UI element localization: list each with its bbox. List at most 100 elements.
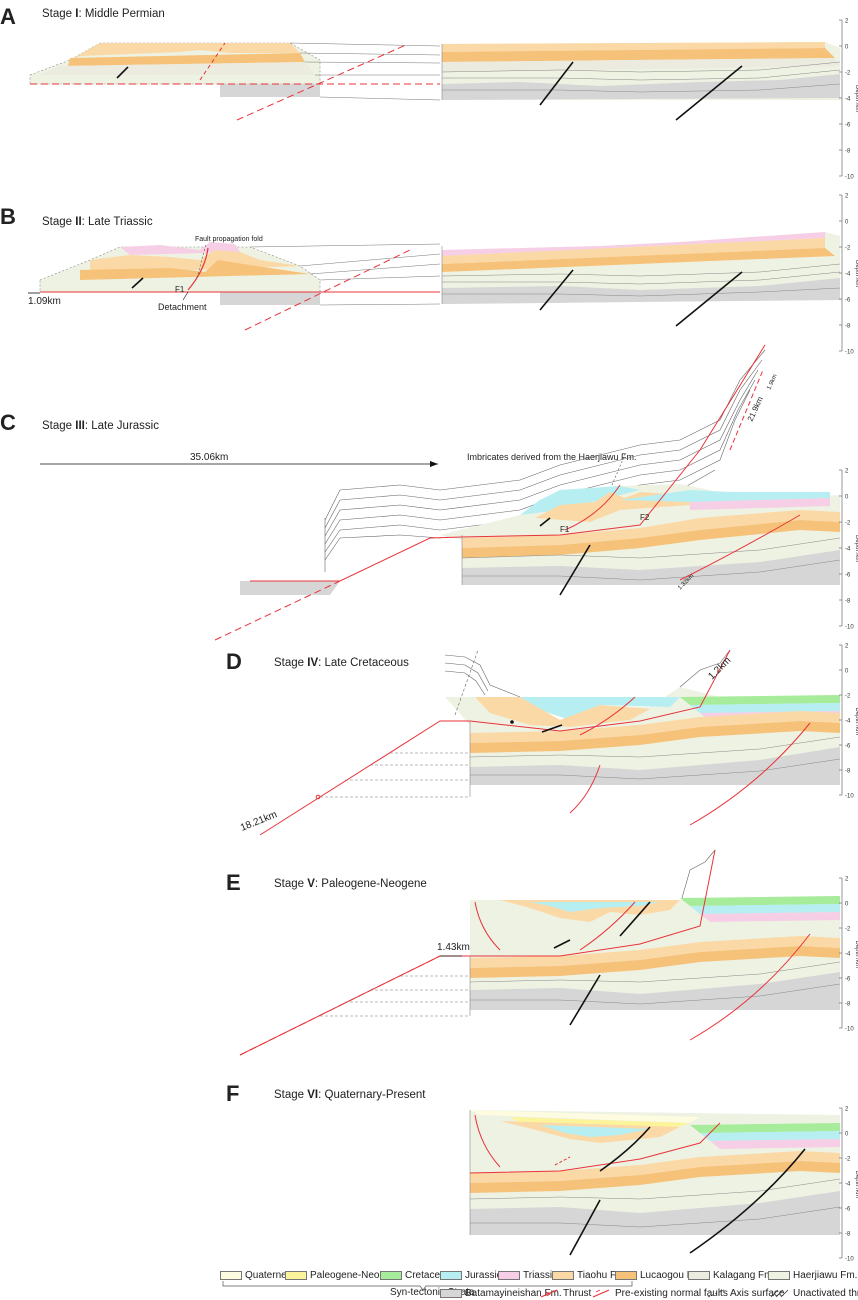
depth-tick-label: -6 bbox=[845, 1207, 851, 1213]
axis-surface-icon bbox=[707, 1289, 725, 1298]
cross-section-d: 1.2km 18.21km bbox=[239, 649, 841, 836]
depth-tick-label: -10 bbox=[845, 350, 854, 356]
depth-axis: 2 0 -2 -4 -6 -8 -10 Depth /km bbox=[839, 19, 858, 181]
legend-swatch bbox=[380, 1271, 402, 1280]
depth-tick-label: -2 bbox=[845, 1157, 851, 1163]
depth-tick-label: -8 bbox=[845, 769, 851, 775]
depth-tick-label: 2 bbox=[845, 19, 849, 25]
legend-swatch bbox=[552, 1271, 574, 1280]
depth-axis: 2 0 -2 -4 -6 -8 -10 Depth /km bbox=[839, 194, 858, 356]
depth-tick-label: -4 bbox=[845, 719, 851, 725]
panel-letter: E bbox=[226, 870, 241, 895]
normal-fault-icon bbox=[592, 1289, 610, 1298]
legend-item: Haerjiawu Fm. bbox=[768, 1270, 857, 1281]
panel-letter: F bbox=[226, 1081, 240, 1106]
depth-tick-label: -2 bbox=[845, 927, 851, 933]
panel-letter: D bbox=[226, 649, 242, 674]
svg-text:Fault propagation fold: Fault propagation fold bbox=[195, 236, 263, 243]
depth-tick-label: -2 bbox=[845, 71, 851, 77]
depth-tick-label: -4 bbox=[845, 97, 851, 103]
legend-item: Axis surface bbox=[705, 1288, 784, 1299]
depth-axis: 2 0 -2 -4 -6 -8 -10 Depth /km bbox=[839, 469, 858, 631]
depth-tick-label: 0 bbox=[845, 669, 849, 675]
depth-tick-label: -4 bbox=[845, 952, 851, 958]
depth-tick-label: 2 bbox=[845, 1107, 849, 1113]
depth-axis: 2 0 -2 -4 -6 -8 -10 Depth /km bbox=[839, 1107, 858, 1263]
stage-title: Stage VI: Quaternary-Present bbox=[274, 1089, 426, 1101]
legend-item: Pre-existing normal faults bbox=[590, 1288, 728, 1299]
depth-tick-label: -2 bbox=[845, 521, 851, 527]
syn-tectonic-label: Syn-tectonic Strata bbox=[390, 1287, 475, 1298]
svg-text:35.06km: 35.06km bbox=[190, 452, 228, 463]
depth-axis-title: Depth /km bbox=[854, 535, 858, 562]
depth-tick-label: 0 bbox=[845, 902, 849, 908]
stage-title: Stage II: Late Triassic bbox=[42, 216, 153, 228]
depth-tick-label: -10 bbox=[845, 175, 854, 181]
depth-tick-label: -10 bbox=[845, 1027, 854, 1033]
depth-tick-label: -6 bbox=[845, 977, 851, 983]
depth-tick-label: -2 bbox=[845, 694, 851, 700]
svg-text:1.43km: 1.43km bbox=[437, 942, 470, 953]
legend-item: Kalagang Fm. bbox=[688, 1270, 775, 1281]
legend-swatch bbox=[615, 1271, 637, 1280]
legend-swatch bbox=[768, 1271, 790, 1280]
thrust-icon bbox=[540, 1289, 558, 1298]
depth-tick-label: 0 bbox=[845, 1132, 849, 1138]
panel-a: A Stage I: Middle Permian bbox=[0, 0, 858, 160]
depth-axis: 2 0 -2 -4 -6 -8 -10 Depth /km bbox=[839, 644, 858, 800]
panel-d: D Stage IV: Late Cretaceous bbox=[0, 625, 858, 840]
panel-c: C Stage III: Late Jurassic 35.06km Imbri… bbox=[0, 340, 858, 641]
depth-tick-label: -10 bbox=[845, 1257, 854, 1263]
depth-tick-label: 0 bbox=[845, 495, 849, 501]
legend-item: Paleogene-Neogene bbox=[285, 1270, 402, 1281]
cross-section-e: 1.43km bbox=[239, 849, 841, 1056]
depth-tick-label: -4 bbox=[845, 272, 851, 278]
depth-axis-title: Depth /km bbox=[854, 1171, 858, 1198]
legend-swatch bbox=[220, 1271, 242, 1280]
legend-swatch bbox=[498, 1271, 520, 1280]
cross-section-b: Fault propagation fold F1 1.09km Detachm… bbox=[28, 232, 841, 331]
depth-tick-label: 0 bbox=[845, 220, 849, 226]
depth-tick-label: -8 bbox=[845, 599, 851, 605]
cross-section-a bbox=[29, 42, 841, 121]
depth-tick-label: -10 bbox=[845, 625, 854, 631]
panel-b: B Stage II: Late Triassic Fault propagat… bbox=[0, 200, 858, 340]
legend-item: Lucaogou Fm. bbox=[615, 1270, 704, 1281]
svg-text:1.09km: 1.09km bbox=[28, 296, 61, 307]
legend-swatch bbox=[440, 1289, 462, 1298]
legend-item: Jurassic bbox=[440, 1270, 502, 1281]
svg-text:F2: F2 bbox=[640, 513, 650, 522]
panel-letter: B bbox=[0, 204, 16, 229]
panel-f: F Stage VI: Quaternary-Present bbox=[0, 1075, 858, 1265]
depth-tick-label: -2 bbox=[845, 246, 851, 252]
legend-item: Triassic bbox=[498, 1270, 557, 1281]
legend-item: Tiaohu Fm. bbox=[552, 1270, 627, 1281]
legend-item: Unactivated thrust/fault bbox=[768, 1288, 858, 1299]
depth-tick-label: -8 bbox=[845, 149, 851, 155]
depth-axis-title: Depth /km bbox=[854, 260, 858, 287]
unactivated-fault-icon bbox=[770, 1289, 789, 1298]
depth-tick-label: -6 bbox=[845, 573, 851, 579]
depth-axis-title: Depth /km bbox=[854, 941, 858, 968]
syn-tectonic-brace bbox=[222, 1281, 633, 1291]
depth-tick-label: 0 bbox=[845, 45, 849, 51]
depth-tick-label: 2 bbox=[845, 469, 849, 475]
depth-tick-label: -6 bbox=[845, 123, 851, 129]
stage-title: Stage III: Late Jurassic bbox=[42, 420, 159, 432]
legend-item: Cretaceous bbox=[380, 1270, 456, 1281]
svg-text:Detachment: Detachment bbox=[158, 302, 207, 312]
svg-text:F1: F1 bbox=[175, 285, 185, 294]
legend-item: Batamayineishan Fm. bbox=[440, 1288, 562, 1299]
depth-tick-label: -4 bbox=[845, 547, 851, 553]
legend-swatch bbox=[688, 1271, 710, 1280]
cross-section-f bbox=[469, 1110, 841, 1256]
depth-axis-title: Depth /km bbox=[854, 708, 858, 735]
depth-axis-title: Depth /km bbox=[854, 85, 858, 112]
stage-title: Stage V: Paleogene-Neogene bbox=[274, 878, 427, 890]
panel-letter: C bbox=[0, 410, 16, 435]
legend-item: Quaternery bbox=[220, 1270, 295, 1281]
depth-tick-label: 2 bbox=[845, 877, 849, 883]
depth-tick-label: -8 bbox=[845, 1232, 851, 1238]
depth-tick-label: -6 bbox=[845, 744, 851, 750]
depth-tick-label: -8 bbox=[845, 1002, 851, 1008]
